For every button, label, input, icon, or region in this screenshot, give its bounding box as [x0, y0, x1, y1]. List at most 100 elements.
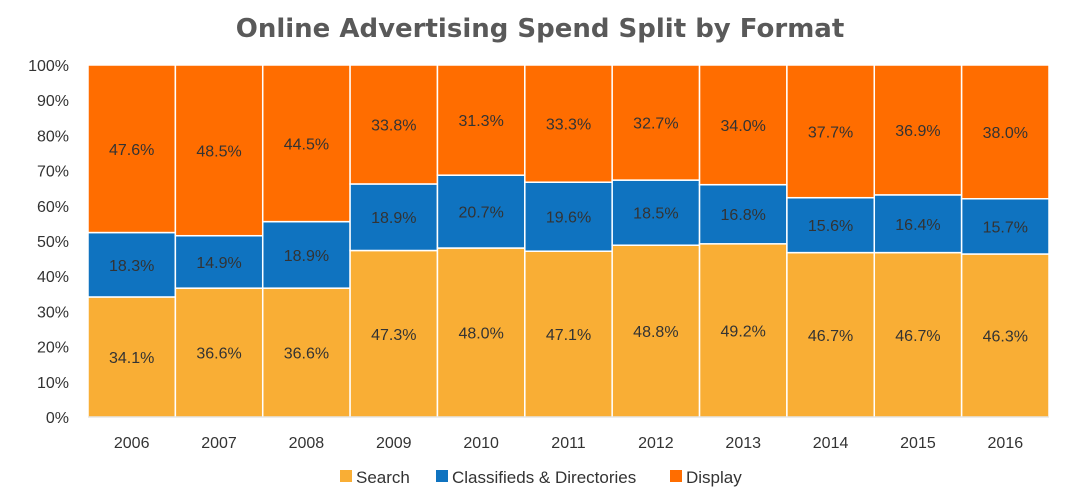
x-tick-label: 2013: [725, 435, 761, 452]
data-label-display: 47.6%: [109, 142, 154, 159]
y-tick-label: 10%: [37, 375, 69, 392]
legend-item: Display: [670, 468, 742, 487]
y-tick-label: 20%: [37, 340, 69, 357]
x-tick-label: 2008: [289, 435, 325, 452]
bar-column: 46.3% 15.7% 38.0%: [960, 64, 1050, 418]
bar-column: 47.1% 19.6% 33.3%: [524, 64, 613, 418]
bar-segment-display: [786, 64, 876, 199]
x-tick-label: 2015: [900, 435, 936, 452]
legend-label: Search: [356, 468, 410, 487]
data-label-classifieds: 18.3%: [109, 258, 154, 275]
bar-segment-search: [349, 249, 439, 418]
data-label-classifieds: 15.7%: [983, 219, 1028, 236]
data-label-classifieds: 19.6%: [546, 210, 591, 227]
legend-label: Display: [686, 468, 742, 487]
data-label-search: 46.7%: [895, 328, 940, 345]
legend: Search Classifieds & Directories Display: [340, 468, 742, 487]
data-label-classifieds: 14.9%: [196, 255, 241, 272]
data-label-display: 31.3%: [458, 113, 503, 130]
legend-item: Search: [340, 468, 410, 487]
data-label-classifieds: 15.6%: [808, 218, 853, 235]
data-label-display: 44.5%: [284, 136, 329, 153]
y-tick-label: 90%: [37, 93, 69, 110]
data-label-search: 46.3%: [983, 329, 1028, 346]
data-label-search: 36.6%: [196, 346, 241, 363]
legend-item: Classifieds & Directories: [436, 468, 636, 487]
y-tick-label: 30%: [37, 304, 69, 321]
bar-segment-classifieds: [873, 194, 963, 254]
data-label-display: 34.0%: [721, 118, 766, 135]
y-tick-label: 80%: [37, 128, 69, 145]
bar-column: 36.6% 14.9% 48.5%: [174, 64, 264, 418]
bar-segment-search: [174, 287, 264, 418]
bar-segment-search: [436, 247, 526, 418]
x-tick-label: 2007: [201, 435, 237, 452]
bar-column: 48.0% 20.7% 31.3%: [436, 64, 526, 418]
data-label-classifieds: 16.8%: [721, 207, 766, 224]
data-label-search: 48.0%: [458, 326, 503, 343]
bar-column: 46.7% 15.6% 37.7%: [786, 64, 876, 418]
data-label-display: 38.0%: [983, 125, 1028, 142]
x-tick-label: 2010: [463, 435, 499, 452]
bar-column: 46.7% 16.4% 36.9%: [873, 64, 963, 418]
bar-segment-display: [261, 64, 351, 223]
data-label-search: 47.3%: [371, 327, 416, 344]
x-tick-label: 2006: [114, 435, 150, 452]
bar-segment-classifieds: [611, 179, 701, 246]
y-tick-label: 60%: [37, 199, 69, 216]
y-tick-label: 100%: [28, 58, 69, 75]
legend-swatch: [670, 470, 682, 482]
y-tick-label: 0%: [46, 410, 69, 427]
bar-segment-search: [786, 251, 876, 418]
bar-segment-classifieds: [87, 231, 177, 298]
legend-label: Classifieds & Directories: [452, 468, 636, 487]
data-label-search: 36.6%: [284, 346, 329, 363]
data-label-display: 36.9%: [895, 123, 940, 140]
bar-column: 49.2% 16.8% 34.0%: [698, 64, 788, 418]
y-axis: 0% 10% 20% 30% 40% 50% 60% 70% 80% 90% 100%: [28, 58, 69, 427]
bar-segment-search: [87, 296, 177, 418]
data-label-classifieds: 18.5%: [633, 206, 678, 223]
bar-segment-display: [960, 64, 1050, 200]
bar-column: 47.3% 18.9% 33.8%: [349, 64, 439, 418]
data-label-search: 49.2%: [721, 323, 766, 340]
x-tick-label: 2016: [988, 435, 1024, 452]
bar-column: 48.8% 18.5% 32.7%: [611, 64, 701, 418]
data-label-search: 34.1%: [109, 350, 154, 367]
data-label-search: 47.1%: [546, 327, 591, 344]
data-label-display: 48.5%: [196, 143, 241, 160]
bar-segment-display: [524, 64, 613, 183]
bar-column: 34.1% 18.3% 47.6%: [87, 64, 177, 418]
bar-segment-display: [349, 64, 439, 185]
y-tick-label: 50%: [37, 234, 69, 251]
data-label-display: 33.8%: [371, 117, 416, 134]
bar-segment-display: [174, 64, 264, 237]
data-label-search: 48.8%: [633, 324, 678, 341]
x-tick-label: 2012: [638, 435, 674, 452]
x-tick-label: 2011: [551, 435, 586, 452]
bar-segment-classifieds: [524, 181, 613, 252]
y-tick-label: 40%: [37, 269, 69, 286]
legend-swatch: [436, 470, 448, 482]
data-label-display: 37.7%: [808, 124, 853, 141]
x-tick-label: 2014: [813, 435, 849, 452]
legend-swatch: [340, 470, 352, 482]
bar-segment-display: [611, 64, 701, 181]
bar-segment-classifieds: [174, 234, 264, 289]
bar-segment-search: [873, 251, 963, 418]
bar-segment-search: [524, 250, 613, 418]
bar-segment-display: [87, 64, 177, 234]
chart-title: Online Advertising Spend Split by Format: [236, 14, 845, 44]
bar-area: 34.1% 18.3% 47.6% 36.6% 14.9% 48.5% 36.6% 18.9%…: [87, 64, 1050, 418]
data-label-display: 33.3%: [546, 117, 591, 134]
data-label-display: 32.7%: [633, 116, 678, 133]
bar-segment-search: [611, 244, 701, 418]
bar-segment-classifieds: [698, 183, 788, 245]
y-tick-label: 70%: [37, 164, 69, 181]
data-label-classifieds: 20.7%: [458, 205, 503, 222]
data-label-classifieds: 16.4%: [895, 217, 940, 234]
bar-column: 36.6% 18.9% 44.5%: [261, 64, 351, 418]
bar-segment-classifieds: [960, 198, 1050, 255]
